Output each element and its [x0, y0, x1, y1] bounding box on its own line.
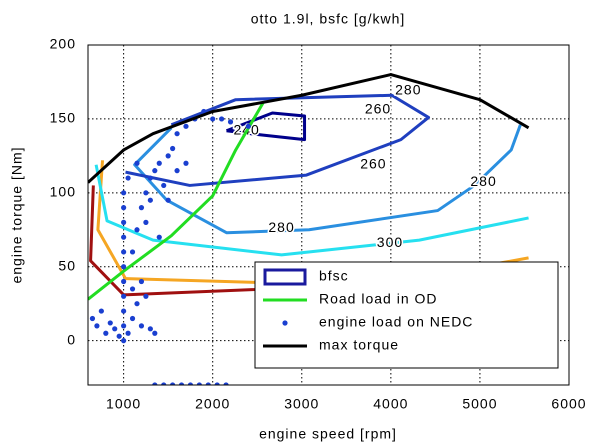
- scatter-point: [98, 308, 104, 314]
- y-tick-label: 50: [58, 257, 76, 273]
- contour-line: [94, 164, 529, 257]
- scatter-point: [129, 315, 136, 322]
- x-tick-label: 6000: [551, 396, 586, 412]
- contour-label: 280: [395, 82, 421, 98]
- x-tick-label: 1000: [106, 396, 141, 412]
- legend-label: bfsc: [319, 268, 349, 284]
- scatter-point: [112, 326, 118, 332]
- contour-label: 260: [360, 155, 386, 171]
- x-tick-label: 5000: [462, 396, 497, 412]
- scatter-point: [165, 197, 171, 203]
- scatter-point: [183, 160, 189, 166]
- scatter-point: [227, 119, 234, 125]
- legend-swatch: [263, 268, 307, 286]
- scatter-point: [147, 326, 153, 332]
- scatter-point: [116, 333, 122, 339]
- contour-label: 300: [377, 234, 403, 250]
- scatter-point: [170, 382, 176, 385]
- legend-swatch: [282, 320, 288, 326]
- plot-frame: [87, 44, 570, 386]
- scatter-point: [161, 182, 167, 189]
- scatter-point: [121, 190, 127, 196]
- scatter-point: [205, 382, 211, 385]
- scatter-point: [170, 145, 176, 152]
- scatter-point: [143, 293, 149, 299]
- x-axis-label: engine speed [rpm]: [259, 426, 397, 442]
- scatter-point: [143, 219, 149, 225]
- scatter-point: [187, 382, 194, 385]
- scatter-point: [156, 160, 162, 166]
- x-tick-label: 4000: [373, 396, 408, 412]
- scatter-point: [138, 323, 145, 329]
- contour-label: 260: [365, 101, 391, 117]
- y-axis-label: engine torque [Nm]: [9, 146, 25, 283]
- scatter-point: [125, 330, 131, 336]
- scatter-point: [147, 175, 153, 181]
- legend-label: Road load in OD: [319, 291, 438, 307]
- contour-line: [125, 93, 431, 187]
- scatter-point: [121, 205, 127, 211]
- scatter-point: [174, 131, 180, 137]
- scatter-point: [89, 315, 96, 322]
- scatter-point: [121, 234, 127, 240]
- y-tick-label: 150: [50, 110, 76, 126]
- scatter-point: [152, 382, 158, 385]
- scatter-point: [134, 301, 140, 307]
- scatter-point: [183, 123, 189, 129]
- scatter-point: [121, 264, 127, 270]
- scatter-point: [121, 278, 127, 285]
- scatter-point: [103, 330, 109, 336]
- contour-label: 280: [470, 173, 496, 189]
- scatter-point: [94, 323, 100, 329]
- scatter-point: [143, 190, 149, 196]
- scatter-point: [107, 320, 113, 326]
- scatter-point: [129, 249, 136, 255]
- scatter-point: [138, 205, 145, 211]
- scatter-point: [147, 197, 153, 203]
- legend-label: engine load on NEDC: [319, 314, 473, 330]
- x-tick-label: 2000: [195, 396, 230, 412]
- scatter-point: [121, 249, 127, 255]
- scatter-point: [210, 116, 216, 122]
- scatter-point: [219, 116, 225, 122]
- scatter-point: [121, 308, 127, 314]
- scatter-point: [156, 234, 162, 240]
- chart-title: otto 1.9l, bsfc [g/kwh]: [251, 11, 406, 27]
- y-tick-label: 0: [67, 331, 76, 347]
- scatter-point: [178, 382, 185, 385]
- scatter-point: [121, 323, 127, 329]
- scatter-point: [129, 286, 136, 292]
- series-line: [88, 73, 530, 184]
- scatter-point: [121, 293, 127, 299]
- series-line: [88, 101, 265, 301]
- scatter-point: [214, 382, 220, 385]
- scatter-point: [223, 382, 229, 385]
- scatter-point: [138, 278, 145, 285]
- y-tick-label: 200: [50, 36, 76, 52]
- scatter-point: [152, 168, 158, 174]
- contour-label: 280: [268, 219, 294, 235]
- scatter-point: [121, 338, 127, 344]
- y-tick-label: 100: [50, 184, 76, 200]
- legend-label: max torque: [319, 337, 399, 353]
- scatter-point: [174, 168, 180, 174]
- scatter-point: [161, 382, 167, 385]
- scatter-point: [134, 227, 140, 233]
- scatter-point: [196, 382, 202, 385]
- contour-line: [225, 111, 307, 142]
- scatter-point: [245, 123, 251, 129]
- scatter-point: [125, 175, 131, 181]
- scatter-point: [134, 160, 140, 166]
- scatter-point: [165, 153, 171, 159]
- scatter-point: [152, 330, 158, 336]
- scatter-point: [121, 219, 127, 225]
- x-tick-label: 3000: [284, 396, 319, 412]
